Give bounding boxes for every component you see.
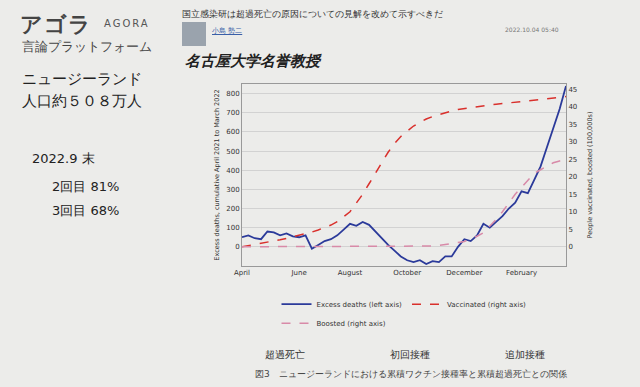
html-text:図3 ニュージーランドにおける累積ワクチン接種率と累積超過死: 図3 ニュージーランドにおける累積ワクチン接種率と累積超過死亡との関係 xyxy=(255,369,567,379)
svg-text:45: 45 xyxy=(568,86,577,94)
html-text:3回目 68%: 3回目 68% xyxy=(52,203,120,218)
html-text:アゴラ: アゴラ xyxy=(20,12,92,37)
svg-text:200: 200 xyxy=(226,205,239,213)
svg-text:February: February xyxy=(506,269,537,277)
svg-text:5: 5 xyxy=(568,226,572,234)
svg-text:0: 0 xyxy=(235,243,239,251)
html-text:言論プラットフォーム: 言論プラットフォーム xyxy=(22,39,152,54)
svg-text:June: June xyxy=(291,269,307,277)
svg-text:400: 400 xyxy=(226,167,239,175)
svg-text:40: 40 xyxy=(568,103,577,111)
svg-text:500: 500 xyxy=(226,148,239,156)
html-text:国立感染研は超過死亡の原因についての見解を改めて示すべきだ: 国立感染研は超過死亡の原因についての見解を改めて示すべきだ xyxy=(182,9,443,19)
html-text:名古屋大学名誉教授: 名古屋大学名誉教授 xyxy=(185,52,320,70)
html-text:ニュージーランド: ニュージーランド xyxy=(22,70,142,88)
svg-text:Boosted (right axis): Boosted (right axis) xyxy=(317,320,386,328)
html-text:2022.10.04 05:40: 2022.10.04 05:40 xyxy=(505,26,559,33)
svg-text:December: December xyxy=(446,269,482,277)
html-text:AGORA: AGORA xyxy=(104,18,150,29)
svg-text:10: 10 xyxy=(568,208,577,216)
svg-text:100: 100 xyxy=(226,224,239,232)
svg-text:800: 800 xyxy=(226,90,239,98)
svg-text:October: October xyxy=(393,269,421,277)
html-text:人口約５０８万人: 人口約５０８万人 xyxy=(22,92,142,110)
svg-text:300: 300 xyxy=(226,186,239,194)
svg-text:August: August xyxy=(338,269,363,277)
svg-text:Vaccinated (right axis): Vaccinated (right axis) xyxy=(447,301,526,309)
svg-text:25: 25 xyxy=(568,156,577,164)
svg-text:15: 15 xyxy=(568,191,577,199)
svg-text:People vaccinated, boosted (10: People vaccinated, boosted (100,000s) xyxy=(586,112,594,239)
svg-text:Excess deaths (left axis): Excess deaths (left axis) xyxy=(317,301,403,309)
svg-text:0: 0 xyxy=(568,243,572,251)
html-text:追加接種: 追加接種 xyxy=(505,349,545,360)
html-text:2022.9 末: 2022.9 末 xyxy=(32,151,95,166)
svg-text:35: 35 xyxy=(568,121,577,129)
svg-text:Excess deaths, cumulative Apri: Excess deaths, cumulative April 2021 to … xyxy=(213,89,221,260)
html-text:小島 勢二: 小島 勢二 xyxy=(212,27,243,35)
html-text:2回目 81%: 2回目 81% xyxy=(52,179,120,194)
html-text:超過死亡: 超過死亡 xyxy=(265,349,305,360)
svg-text:April: April xyxy=(234,269,250,277)
html-text:初回接種: 初回接種 xyxy=(390,349,430,360)
svg-text:700: 700 xyxy=(226,109,239,117)
svg-text:600: 600 xyxy=(226,128,239,136)
svg-text:30: 30 xyxy=(568,138,577,146)
svg-text:20: 20 xyxy=(568,173,577,181)
